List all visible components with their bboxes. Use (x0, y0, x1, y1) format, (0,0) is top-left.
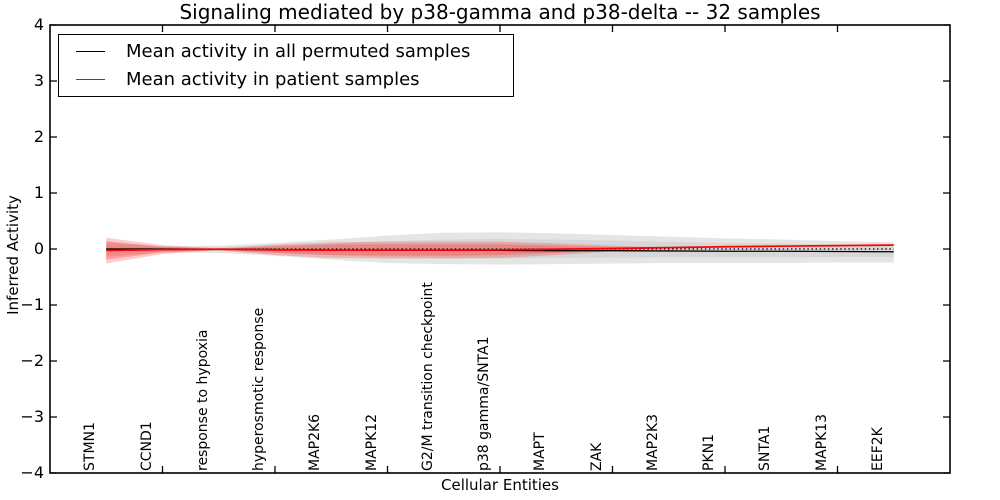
x-category-label: G2/M transition checkpoint (419, 282, 436, 471)
x-category-label: MAP2K6 (307, 413, 324, 471)
x-category-label: p38 gamma/SNTA1 (476, 336, 492, 472)
x-category-label: hyperosmotic response (251, 307, 267, 471)
x-category-label: SNTA1 (757, 425, 774, 471)
y-tick-label: −3 (20, 407, 44, 426)
legend-line-sample-red (76, 79, 105, 80)
x-category-label: MAP2K3 (644, 413, 661, 471)
x-category-label: MAPK13 (813, 413, 830, 471)
series-line-patient-mean (106, 244, 894, 252)
y-tick-label: 4 (33, 15, 44, 34)
legend: Mean activity in all permuted samples Me… (58, 34, 514, 97)
x-category-label: STMN1 (82, 422, 99, 471)
chart-title: Signaling mediated by p38-gamma and p38-… (179, 0, 821, 24)
y-tick-label: −4 (20, 463, 44, 482)
legend-item-patient: Mean activity in patient samples (59, 66, 513, 94)
y-tick-label: −2 (20, 351, 44, 370)
x-category-label: MAPK12 (363, 413, 380, 471)
x-category-label: response to hypoxia (194, 329, 211, 471)
y-tick-label: 1 (33, 183, 44, 202)
x-category-label: PKN1 (701, 433, 717, 471)
x-axis-label: Cellular Entities (441, 476, 559, 494)
y-tick-label: 0 (33, 239, 44, 258)
y-tick-label: 2 (33, 127, 44, 146)
x-category-label: EEF2K (869, 427, 886, 471)
legend-item-permuted: Mean activity in all permuted samples (59, 38, 513, 66)
legend-item-label: Mean activity in patient samples (126, 68, 420, 90)
y-tick-label: 3 (33, 71, 44, 90)
x-category-label: CCND1 (138, 421, 155, 471)
y-tick-label: −1 (20, 295, 44, 314)
legend-line-sample-black (76, 51, 105, 52)
x-category-label: MAPT (532, 432, 549, 471)
legend-item-label: Mean activity in all permuted samples (126, 40, 471, 62)
axis-tick-marks (50, 24, 950, 474)
x-category-label: ZAK (588, 442, 605, 471)
